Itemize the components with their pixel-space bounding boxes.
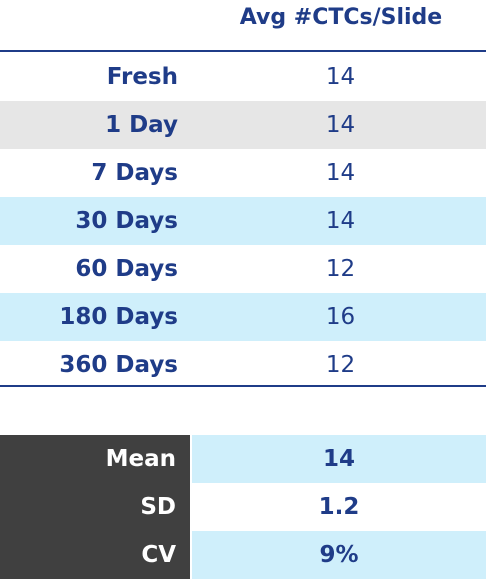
stat-label: Mean xyxy=(0,435,190,483)
row-value: 14 xyxy=(325,160,356,186)
stat-row-mean: Mean 14 xyxy=(0,435,486,483)
summary-stats: Mean 14 SD 1.2 CV 9% xyxy=(0,435,486,579)
stat-value: 1.2 xyxy=(192,483,486,531)
stat-row-sd: SD 1.2 xyxy=(0,483,486,531)
row-label: Fresh xyxy=(106,64,178,90)
row-label: 60 Days xyxy=(75,256,178,282)
row-label: 1 Day xyxy=(105,112,178,138)
row-label: 30 Days xyxy=(75,208,178,234)
row-value: 14 xyxy=(325,64,356,90)
row-value: 12 xyxy=(325,352,356,378)
data-table: Fresh 14 1 Day 14 7 Days 14 30 Days 14 6… xyxy=(0,53,486,389)
stat-label: SD xyxy=(0,483,190,531)
row-value: 16 xyxy=(325,304,356,330)
header-divider xyxy=(0,50,486,52)
row-label: 180 Days xyxy=(59,304,178,330)
stat-value: 14 xyxy=(192,435,486,483)
table-row-180-days: 180 Days 16 xyxy=(0,293,486,341)
table-row-7-days: 7 Days 14 xyxy=(0,149,486,197)
stat-label: CV xyxy=(0,531,190,579)
table-row-30-days: 30 Days 14 xyxy=(0,197,486,245)
row-value: 14 xyxy=(325,208,356,234)
row-value: 14 xyxy=(325,112,356,138)
table-row-360-days: 360 Days 12 xyxy=(0,341,486,389)
stat-row-cv: CV 9% xyxy=(0,531,486,579)
stat-value: 9% xyxy=(192,531,486,579)
table-row-1-day: 1 Day 14 xyxy=(0,101,486,149)
row-value: 12 xyxy=(325,256,356,282)
column-header: Avg #CTCs/Slide xyxy=(239,4,443,30)
table-row-fresh: Fresh 14 xyxy=(0,53,486,101)
table-bottom-divider xyxy=(0,385,486,387)
table-row-60-days: 60 Days 12 xyxy=(0,245,486,293)
row-label: 360 Days xyxy=(59,352,178,378)
row-label: 7 Days xyxy=(91,160,178,186)
